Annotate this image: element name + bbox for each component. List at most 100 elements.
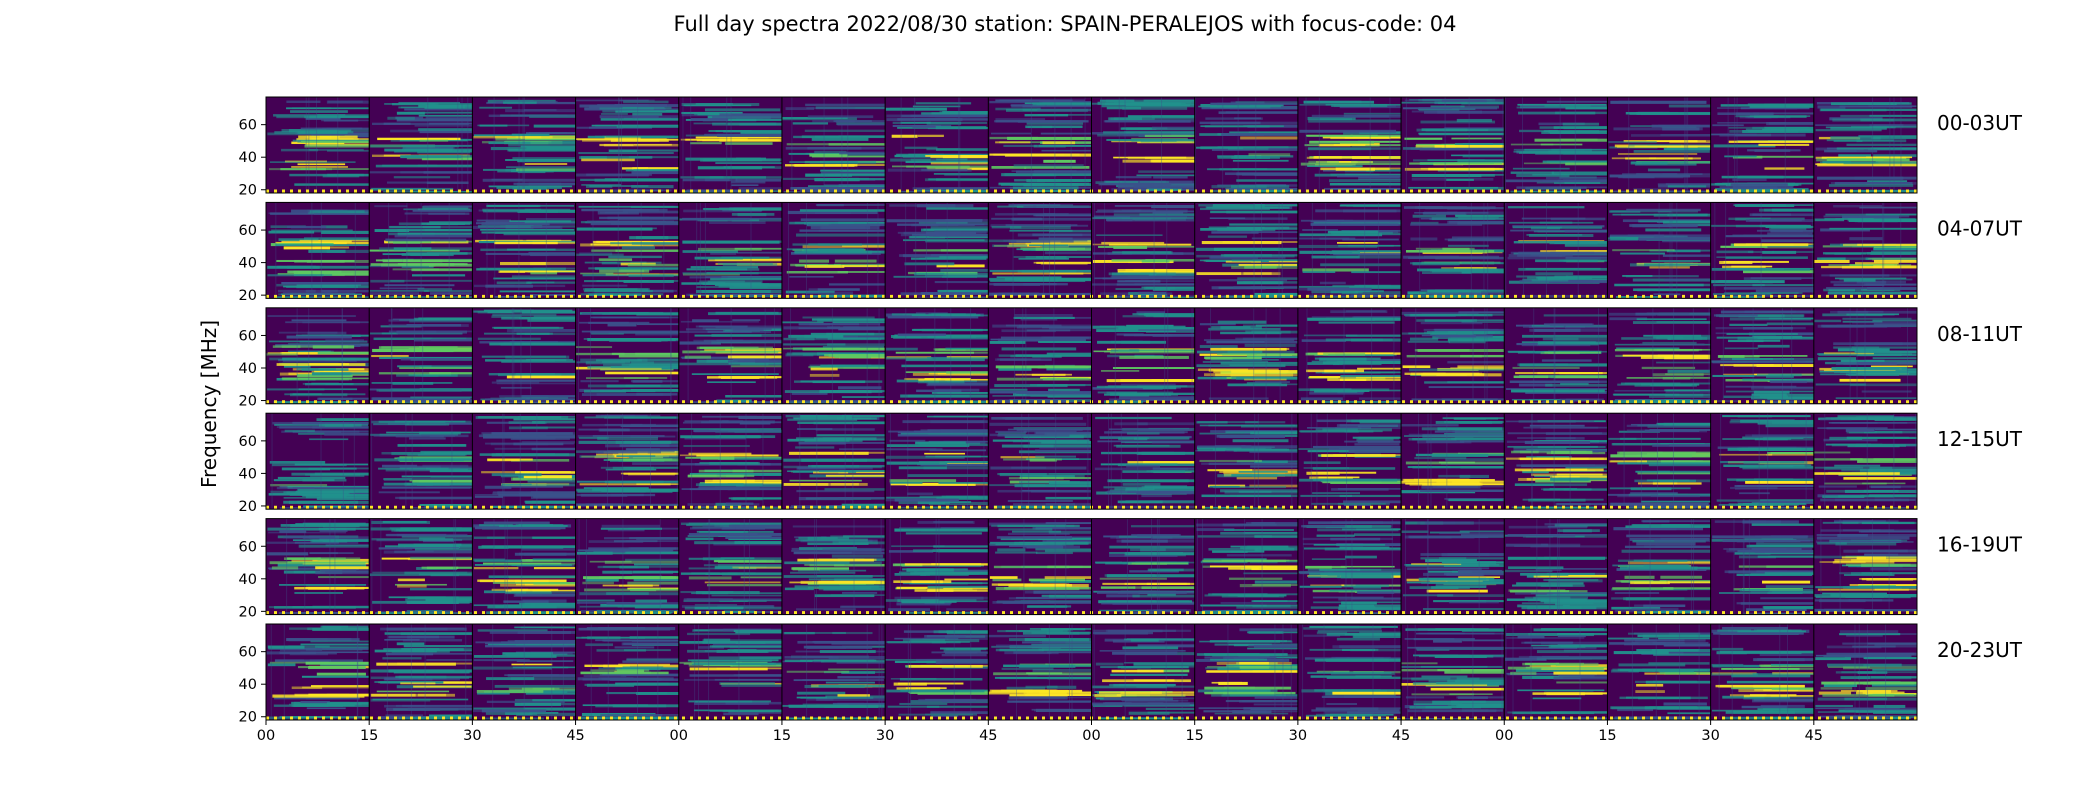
- emission-band: [1139, 181, 1169, 184]
- emission-band: [706, 272, 782, 274]
- emission-band: [1231, 359, 1262, 361]
- emission-band: [1401, 101, 1467, 104]
- emission-band: [804, 129, 886, 132]
- emission-band: [1022, 489, 1060, 492]
- time-streak: [1767, 413, 1769, 510]
- emission-band: [1724, 347, 1759, 350]
- emission-band: [287, 567, 339, 570]
- spectrogram-panel: [266, 307, 370, 404]
- emission-band: [790, 187, 819, 190]
- emission-band: [577, 490, 673, 493]
- emission-band: [1043, 336, 1092, 339]
- emission-band: [725, 502, 754, 505]
- emission-band: [1732, 358, 1773, 361]
- emission-band: [1850, 458, 1917, 461]
- emission-band: [1562, 122, 1600, 126]
- emission-band: [1749, 105, 1814, 108]
- time-streak: [1107, 413, 1109, 510]
- time-streak: [1326, 413, 1328, 510]
- time-streak: [1093, 202, 1095, 299]
- emission-band: [1441, 99, 1487, 103]
- emission-band: [1755, 188, 1786, 191]
- emission-band: [581, 208, 659, 212]
- emission-band: [589, 560, 632, 563]
- time-streak: [704, 202, 706, 299]
- emission-band: [1730, 419, 1795, 422]
- emission-band: [686, 268, 748, 271]
- emission-band: [319, 423, 362, 427]
- emission-band: [935, 126, 987, 130]
- emission-band: [1857, 243, 1917, 246]
- emission-band: [1111, 258, 1167, 262]
- emission-band: [1820, 228, 1870, 232]
- emission-band: [594, 178, 679, 182]
- emission-band: [614, 104, 679, 107]
- emission-band: [321, 119, 370, 122]
- emission-band: [531, 447, 576, 451]
- emission-band: [1196, 146, 1244, 149]
- emission-band: [279, 584, 367, 586]
- emission-band: [1106, 391, 1174, 395]
- emission-band: [398, 101, 461, 104]
- emission-band: [483, 590, 527, 594]
- emission-band: [1829, 227, 1917, 230]
- emission-band: [934, 230, 989, 233]
- emission-band: [1312, 467, 1396, 470]
- emission-band: [933, 415, 989, 418]
- emission-band: [993, 120, 1086, 123]
- emission-band: [488, 575, 576, 578]
- emission-band: [893, 275, 978, 278]
- emission-band: [1430, 147, 1505, 151]
- time-streak: [983, 413, 985, 510]
- emission-band: [298, 135, 340, 139]
- emission-band: [1713, 314, 1758, 317]
- emission-band: [1419, 132, 1505, 136]
- time-streak: [1053, 307, 1055, 404]
- emission-band: [1224, 172, 1298, 176]
- emission-band: [414, 548, 473, 551]
- emission-band: [608, 480, 679, 484]
- time-streak: [617, 202, 619, 299]
- emission-band: [384, 465, 441, 468]
- emission-band: [1345, 334, 1402, 337]
- emission-band: [429, 434, 469, 438]
- emission-band: [1665, 373, 1711, 376]
- emission-band: [419, 365, 473, 369]
- emission-band: [1327, 230, 1379, 234]
- emission-band: [709, 461, 760, 465]
- emission-band: [905, 160, 989, 163]
- emission-band: [429, 221, 473, 225]
- emission-band: [588, 267, 627, 270]
- emission-band: [1048, 481, 1092, 485]
- time-streak: [1260, 202, 1262, 299]
- emission-band: [583, 487, 649, 489]
- emission-band: [934, 281, 989, 284]
- emission-band: [1430, 268, 1499, 272]
- emission-band: [577, 551, 613, 555]
- emission-band: [601, 113, 628, 115]
- emission-band: [1522, 334, 1608, 338]
- time-streak: [308, 97, 310, 193]
- emission-band: [1653, 293, 1681, 296]
- time-streak: [271, 413, 273, 510]
- emission-band: [1855, 291, 1885, 294]
- emission-band: [1528, 234, 1594, 237]
- emission-band: [926, 382, 988, 387]
- time-streak: [337, 97, 339, 193]
- emission-band: [1447, 238, 1505, 242]
- emission-band: [503, 485, 564, 488]
- emission-band: [1521, 341, 1596, 344]
- emission-band: [1874, 498, 1916, 501]
- emission-band: [990, 279, 1086, 282]
- emission-band: [1518, 383, 1553, 387]
- emission-band: [1343, 500, 1402, 504]
- emission-band: [590, 450, 675, 453]
- emission-band: [786, 271, 848, 274]
- emission-band: [1657, 354, 1711, 357]
- emission-band: [1328, 448, 1402, 452]
- emission-band: [491, 381, 540, 384]
- emission-band: [1027, 125, 1083, 129]
- emission-band: [486, 611, 555, 615]
- emission-band: [1153, 486, 1195, 489]
